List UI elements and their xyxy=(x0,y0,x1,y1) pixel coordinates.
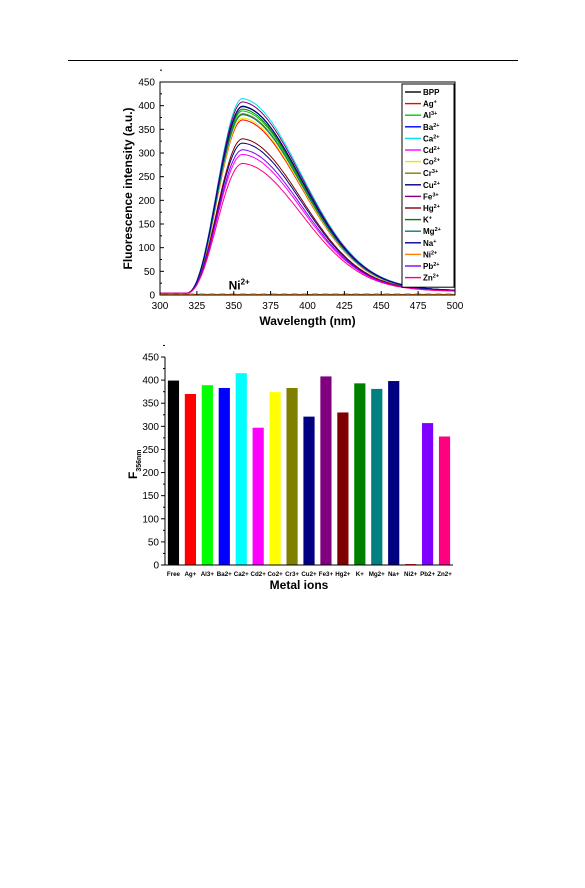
legend-label-2: Al3+ xyxy=(423,111,437,120)
legend-label-9: Fe3+ xyxy=(423,192,439,201)
category-label-9: Fe3+ xyxy=(319,571,334,578)
y-tick-label: 50 xyxy=(144,267,156,278)
category-label-8: Cu2+ xyxy=(301,571,317,578)
legend-label-0: BPP xyxy=(423,88,440,97)
legend-label-8: Cu2+ xyxy=(423,181,440,190)
category-label-14: Ni2+ xyxy=(404,571,418,578)
bar-13 xyxy=(388,381,400,565)
y-tick-label: 450 xyxy=(138,78,155,89)
y-tick-label: 300 xyxy=(138,149,155,160)
category-label-5: Cd2+ xyxy=(251,571,267,578)
bar-3 xyxy=(218,387,230,565)
bar-9 xyxy=(320,376,332,565)
bar-1 xyxy=(184,393,197,565)
x-tick-label: 475 xyxy=(410,301,427,312)
bar-y-tick-label: 400 xyxy=(142,376,159,387)
spectrum-line-16 xyxy=(160,162,455,294)
y-tick-label: 400 xyxy=(138,101,155,112)
y-tick-label: 350 xyxy=(138,125,155,136)
header-rule xyxy=(68,60,518,61)
y-tick-label: 150 xyxy=(138,220,155,231)
bar-y-axis-title: F356nm xyxy=(126,449,143,479)
legend-label-7: Cr3+ xyxy=(423,169,438,178)
bar-4 xyxy=(235,373,247,565)
ni-annotation: Ni2+ xyxy=(229,277,250,292)
bar-y-tick-label: 100 xyxy=(142,514,159,525)
legend-label-16: Zn2+ xyxy=(423,274,439,283)
bar-8 xyxy=(303,416,315,565)
y-axis-title: Fluorescence intensity (a.u.) xyxy=(121,107,135,269)
y-tick-label: 250 xyxy=(138,172,155,183)
bar-7 xyxy=(286,387,298,565)
bar-15 xyxy=(421,423,434,565)
x-tick-label: 325 xyxy=(189,301,206,312)
x-tick-label: 450 xyxy=(373,301,390,312)
bar-12 xyxy=(371,388,383,565)
x-tick-label: 500 xyxy=(447,301,464,312)
bar-5 xyxy=(252,427,264,565)
category-label-12: Mg2+ xyxy=(369,571,385,578)
bar-16 xyxy=(438,436,451,565)
category-label-2: Al3+ xyxy=(201,571,215,578)
bar-y-tick-label: 250 xyxy=(142,445,159,456)
bar-0 xyxy=(167,380,180,565)
bar-2 xyxy=(201,385,213,565)
legend-label-5: Cd2+ xyxy=(423,146,440,155)
x-tick-label: 400 xyxy=(299,301,316,312)
category-label-15: Pb2+ xyxy=(420,571,435,578)
x-tick-label: 350 xyxy=(225,301,242,312)
legend-label-10: Hg2+ xyxy=(423,204,440,213)
bar-10 xyxy=(337,412,349,565)
legend-label-6: Co2+ xyxy=(423,158,440,167)
bar-y-tick-label: 50 xyxy=(148,537,160,548)
legend-box xyxy=(401,83,455,288)
bar-y-tick-label: 150 xyxy=(142,491,159,502)
legend-label-12: Mg2+ xyxy=(423,227,441,236)
legend-label-13: Na+ xyxy=(423,239,436,248)
x-tick-label: 425 xyxy=(336,301,353,312)
y-tick-label: 100 xyxy=(138,243,155,254)
category-label-7: Cr3+ xyxy=(285,571,299,578)
category-label-1: Ag+ xyxy=(184,571,196,578)
category-label-3: Ba2+ xyxy=(217,571,232,578)
category-label-4: Ca2+ xyxy=(234,571,249,578)
bar-6 xyxy=(269,392,281,565)
legend-label-4: Ca2+ xyxy=(423,134,440,143)
bar-y-tick-label: 200 xyxy=(142,468,159,479)
legend-label-14: Ni2+ xyxy=(423,250,437,259)
x-tick-label: 300 xyxy=(152,301,169,312)
y-tick-label: 0 xyxy=(149,291,155,302)
category-label-11: K+ xyxy=(356,571,364,578)
category-label-0: Free xyxy=(167,571,181,578)
bar-y-tick-label: 450 xyxy=(142,353,159,364)
category-label-10: Hg2+ xyxy=(335,571,351,578)
legend-label-11: K+ xyxy=(423,216,432,225)
category-label-13: Na+ xyxy=(388,571,400,578)
bar-y-tick-label: 300 xyxy=(142,422,159,433)
bar-y-tick-label: 0 xyxy=(153,561,159,572)
category-label-16: Zn2+ xyxy=(437,571,452,578)
x-axis-title: Wavelength (nm) xyxy=(259,314,355,328)
legend-label-15: Pb2+ xyxy=(423,262,440,271)
bar-x-axis-title: Metal ions xyxy=(270,578,329,592)
bar-11 xyxy=(354,383,366,565)
legend-label-3: Ba2+ xyxy=(423,123,440,132)
x-tick-label: 375 xyxy=(262,301,279,312)
legend-label-1: Ag+ xyxy=(423,100,437,109)
bar-y-tick-label: 350 xyxy=(142,399,159,410)
category-label-6: Co2+ xyxy=(267,571,283,578)
y-tick-label: 200 xyxy=(138,196,155,207)
